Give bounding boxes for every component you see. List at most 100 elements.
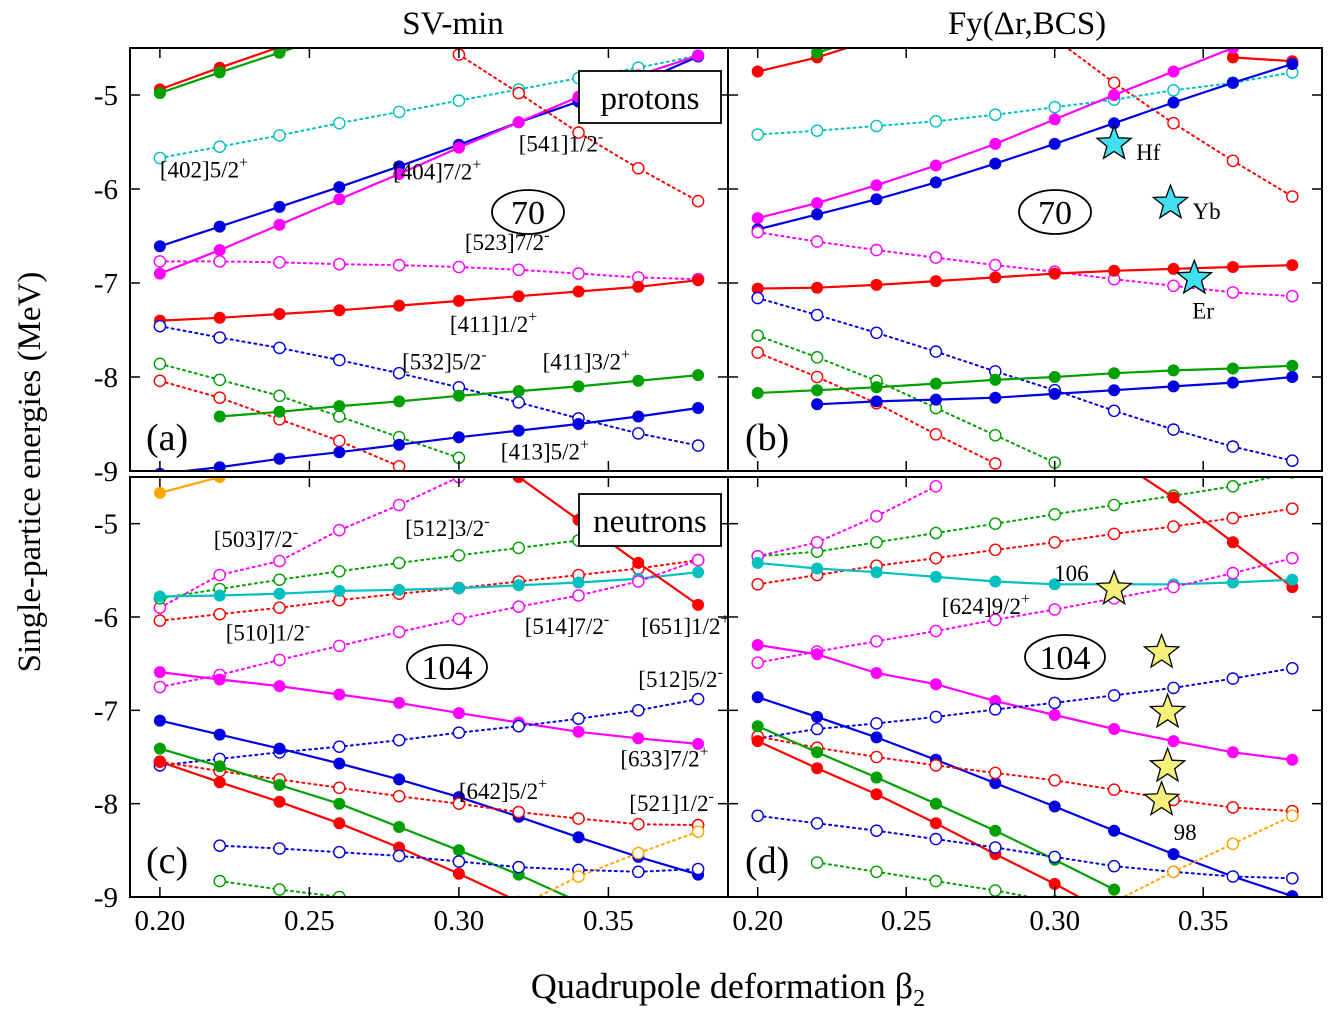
data-point (512, 541, 526, 555)
series-line (756, 696, 1294, 897)
data-point (870, 536, 883, 549)
series-line (158, 48, 297, 95)
orbital-label-parity: - (709, 788, 714, 805)
data-point (213, 839, 226, 853)
data-point (811, 281, 824, 294)
data-point (870, 824, 883, 838)
orbital-label-main: [642]5/2 (459, 779, 538, 804)
series-group (751, 477, 1299, 897)
series-5 (751, 556, 1299, 591)
data-point (1048, 603, 1061, 616)
data-point (989, 457, 1002, 470)
orbital-label-parity: + (538, 776, 547, 793)
data-point (811, 762, 824, 775)
y-tick-label: -8 (94, 362, 118, 394)
data-point (1286, 454, 1299, 468)
data-point (1048, 507, 1061, 521)
data-point (1107, 527, 1121, 541)
data-point (333, 181, 346, 194)
series-2 (751, 479, 943, 563)
star-marker (1095, 569, 1133, 606)
data-point (572, 712, 585, 726)
series-line (756, 667, 1294, 740)
data-point (870, 119, 883, 133)
star-marker (1151, 183, 1190, 220)
orbital-label: [510]1/2- (226, 617, 311, 645)
orbital-label-main: [514]7/2 (525, 614, 604, 639)
magic-number-ellipse (406, 644, 488, 690)
data-point (1226, 566, 1240, 580)
data-point (989, 157, 1002, 170)
data-point (1048, 877, 1061, 890)
data-point (1167, 116, 1180, 130)
data-point (273, 405, 286, 418)
orbital-label-main: [503]7/2 (214, 527, 293, 552)
data-point (273, 883, 286, 896)
data-point (1226, 362, 1239, 375)
data-point (1286, 753, 1299, 766)
series-4 (1065, 48, 1299, 203)
data-point (810, 235, 824, 248)
data-point (1167, 865, 1180, 879)
series-8 (751, 225, 1299, 303)
orbital-label: [514]7/2- (525, 611, 610, 639)
data-point (153, 357, 167, 371)
data-point (332, 781, 346, 795)
data-point (512, 263, 526, 277)
data-point (273, 795, 286, 808)
data-point (213, 874, 226, 888)
data-point (572, 589, 585, 602)
data-point (1286, 809, 1299, 823)
series-7 (153, 255, 705, 286)
data-point (632, 732, 645, 745)
orbital-label: [624]9/2+ (942, 591, 1030, 619)
data-point (989, 428, 1002, 442)
data-point (692, 566, 705, 579)
data-point (751, 387, 764, 399)
series-5 (153, 566, 705, 603)
data-point (632, 374, 645, 387)
x-tick-label: 0.35 (583, 905, 634, 937)
data-point (1167, 364, 1180, 377)
data-point (1226, 376, 1239, 389)
data-point (1286, 23, 1298, 35)
data-point (1286, 662, 1299, 675)
star-label: Yb (1193, 199, 1221, 224)
series-line (158, 48, 281, 91)
data-point (1048, 536, 1061, 549)
data-point (751, 656, 765, 670)
data-point (392, 625, 406, 639)
series-line (175, 406, 700, 471)
data-point (632, 410, 645, 423)
data-point (989, 108, 1002, 121)
data-point (810, 722, 824, 736)
data-point (333, 304, 346, 317)
series-group (153, 477, 705, 897)
data-point (512, 860, 526, 874)
series-11 (153, 357, 466, 465)
data-point (692, 49, 705, 62)
data-point (870, 788, 883, 801)
data-point (1108, 883, 1121, 896)
data-point (751, 639, 764, 651)
data-point (810, 124, 824, 137)
series-group (751, 23, 1299, 470)
data-point (273, 255, 286, 269)
data-point (1167, 262, 1180, 275)
data-point (213, 373, 226, 387)
data-point (332, 565, 346, 578)
data-point (392, 733, 406, 747)
data-point (153, 680, 167, 694)
data-point (392, 460, 406, 471)
star-label: 106 (1054, 561, 1089, 586)
series-15 (535, 825, 705, 897)
data-point (452, 389, 465, 402)
series-9 (153, 319, 705, 452)
data-point (632, 846, 645, 860)
orbital-label-parity: - (484, 513, 489, 530)
series-line (756, 485, 937, 558)
data-point (333, 193, 346, 206)
data-point (751, 809, 765, 823)
data-point (811, 384, 824, 397)
data-point (213, 568, 226, 582)
